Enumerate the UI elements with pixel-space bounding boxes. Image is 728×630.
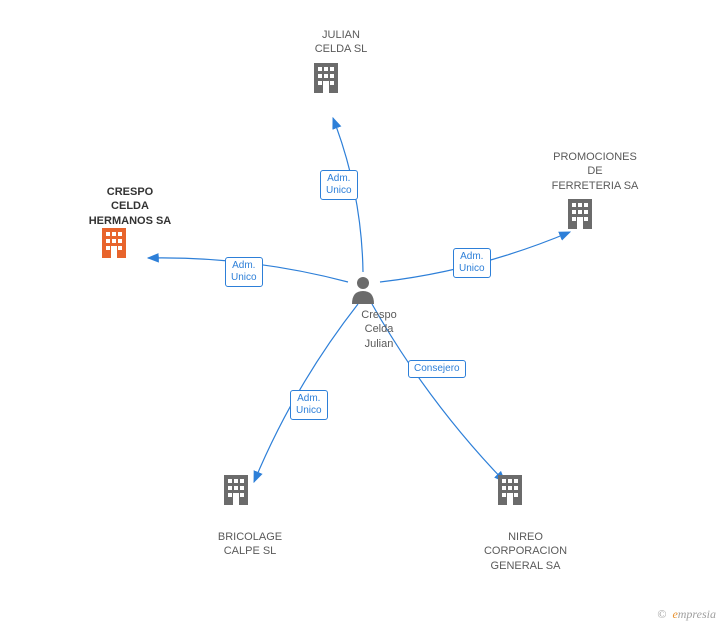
center-node-label: Crespo Celda Julian	[349, 308, 409, 351]
building-icon	[311, 61, 341, 95]
node-label: JULIAN CELDA SL	[296, 28, 386, 57]
copyright-symbol: ©	[657, 607, 666, 621]
building-icon	[221, 473, 251, 507]
watermark: © empresia	[657, 607, 716, 622]
edge-label: Consejero	[408, 360, 466, 378]
edge-label: Adm. Unico	[225, 257, 263, 287]
building-icon	[565, 197, 595, 231]
node-label: CRESPO CELDA HERMANOS SA	[70, 185, 190, 228]
node-label: NIREO CORPORACION GENERAL SA	[468, 530, 583, 573]
edge-label: Adm. Unico	[320, 170, 358, 200]
building-icon	[495, 473, 525, 507]
node-label: BRICOLAGE CALPE SL	[200, 530, 300, 559]
building-icon	[99, 226, 129, 260]
brand-rest: mpresia	[678, 607, 716, 621]
edge-label: Adm. Unico	[290, 390, 328, 420]
person-icon	[349, 274, 377, 304]
node-label: PROMOCIONES DE FERRETERIA SA	[540, 150, 650, 193]
edge-label: Adm. Unico	[453, 248, 491, 278]
